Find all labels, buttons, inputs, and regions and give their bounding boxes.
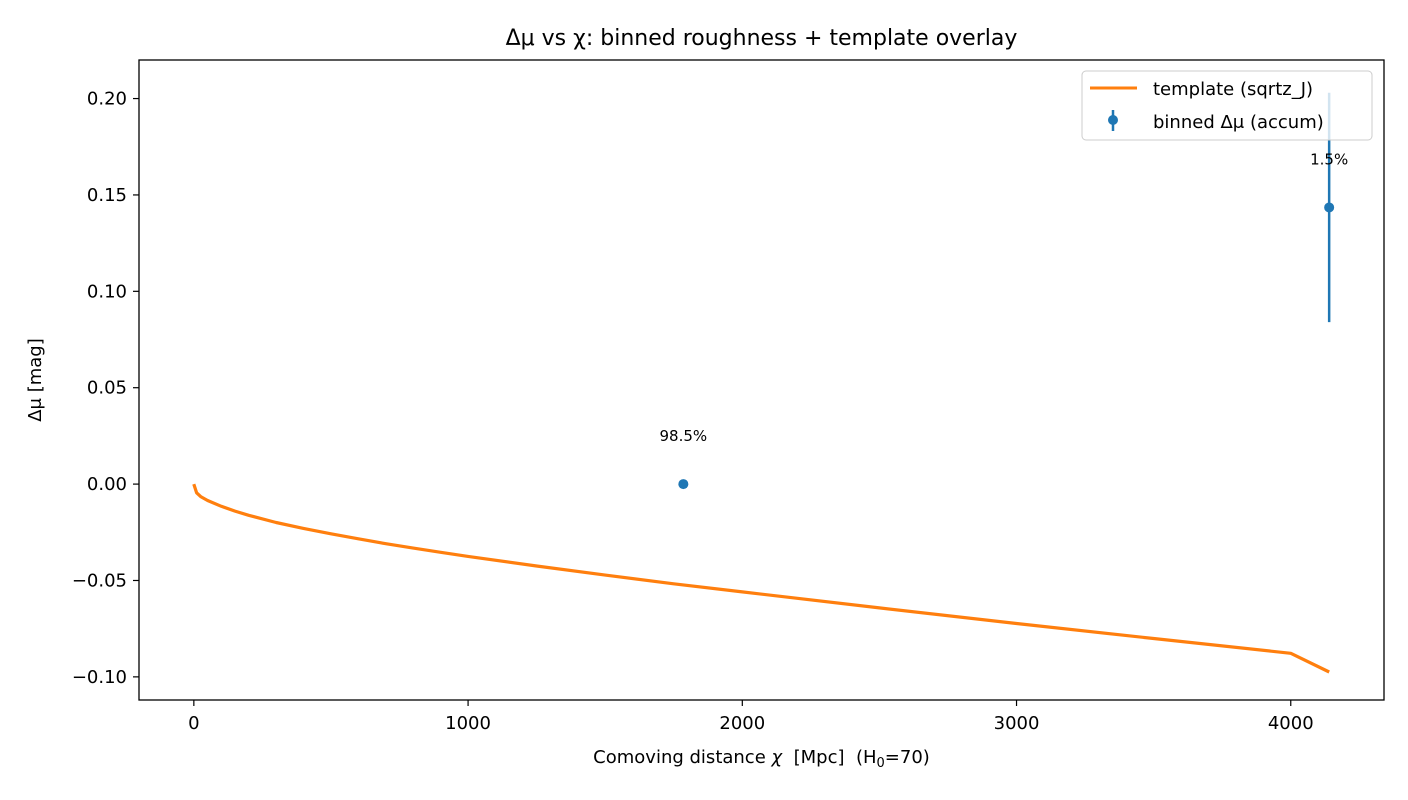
template-line [192,483,1330,674]
binned-point [1324,202,1335,213]
legend-label-binned: binned Δμ (accum) [1153,112,1324,133]
y-tick-label: 0.10 [87,281,127,302]
x-tick-label: 1000 [445,713,491,734]
binned-point [678,479,689,490]
y-tick-label: −0.10 [72,667,127,688]
point-annotation: 1.5% [1310,150,1348,168]
x-axis-label-symbol: χ [771,747,784,768]
y-tick-label: −0.05 [72,570,127,591]
point-annotation: 98.5% [660,427,708,445]
x-axis-label-main: Comoving distance [593,747,771,768]
y-tick-label: 0.05 [87,378,127,399]
y-axis-label: Δμ [mag] [25,338,46,422]
y-tick-label: 0.20 [87,89,127,110]
y-tick-label: 0.15 [87,185,127,206]
legend-box [1081,70,1373,141]
x-axis-label: Comoving distance χ [Mpc] (H0=70) [593,747,930,771]
x-axis-label-subscript: 0 [877,756,885,771]
plot-area [192,483,1330,674]
x-tick-label: 2000 [719,713,765,734]
legend-label-template: template (sqrtz_J) [1153,79,1313,100]
legend: template (sqrtz_J) binned Δμ (accum) [1081,70,1373,141]
chart-title: Δμ vs χ: binned roughness + template ove… [506,26,1018,51]
x-axis-ticks: 0 1000 2000 3000 4000 [188,700,1314,734]
legend-point-swatch [1108,115,1118,125]
y-tick-label: 0.00 [87,474,127,495]
x-tick-label: 4000 [1268,713,1314,734]
x-axis-label-tail: =70) [885,747,930,768]
x-tick-label: 0 [188,713,199,734]
x-axis-label-units: [Mpc] (H [782,747,876,768]
axes-frame [138,59,1385,701]
y-axis-ticks: −0.10 −0.05 0.00 0.05 0.10 0.15 0.20 [72,89,139,688]
x-tick-label: 3000 [994,713,1040,734]
data-points: 98.5% 1.5% [660,92,1348,490]
